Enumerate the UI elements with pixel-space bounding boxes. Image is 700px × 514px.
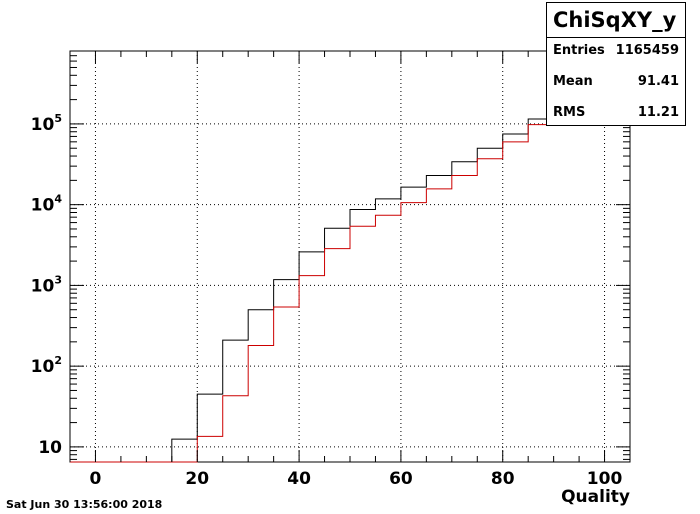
x-tick-label: 20 [185, 469, 209, 489]
x-tick-label: 0 [90, 469, 102, 489]
stats-box: ChiSqXY_y Entries 1165459 Mean 91.41 RMS… [546, 2, 686, 126]
x-tick-label: 100 [587, 469, 623, 489]
y-tick-label: 10 [38, 438, 62, 458]
stats-title: ChiSqXY_y [547, 3, 685, 38]
x-tick-label: 80 [491, 469, 515, 489]
histogram-series [70, 60, 630, 463]
stats-mean-value: 91.41 [637, 74, 679, 89]
stats-rms-label: RMS [553, 105, 586, 120]
y-tick-label: 103 [31, 273, 62, 296]
x-tick-label: 40 [287, 469, 311, 489]
x-tick-label: 60 [389, 469, 413, 489]
y-tick-label: 102 [31, 354, 62, 377]
stats-rms-row: RMS 11.21 [553, 105, 679, 120]
stats-entries-label: Entries [553, 43, 605, 58]
x-axis-title: Quality [561, 487, 630, 507]
timestamp: Sat Jun 30 13:56:00 2018 [6, 498, 163, 511]
histogram-series-line-0 [70, 60, 630, 463]
stats-rms-value: 11.21 [637, 105, 679, 120]
y-tick-label: 105 [31, 112, 62, 135]
stats-entries-row: Entries 1165459 [553, 43, 679, 58]
histogram-series-line-1 [70, 60, 630, 463]
stats-mean-label: Mean [553, 74, 593, 89]
stats-entries-value: 1165459 [615, 43, 679, 58]
stats-mean-row: Mean 91.41 [553, 74, 679, 89]
axes: 0 20 40 60 80 100 10 102 103 104 105 [31, 50, 631, 489]
y-tick-label: 104 [31, 193, 63, 216]
